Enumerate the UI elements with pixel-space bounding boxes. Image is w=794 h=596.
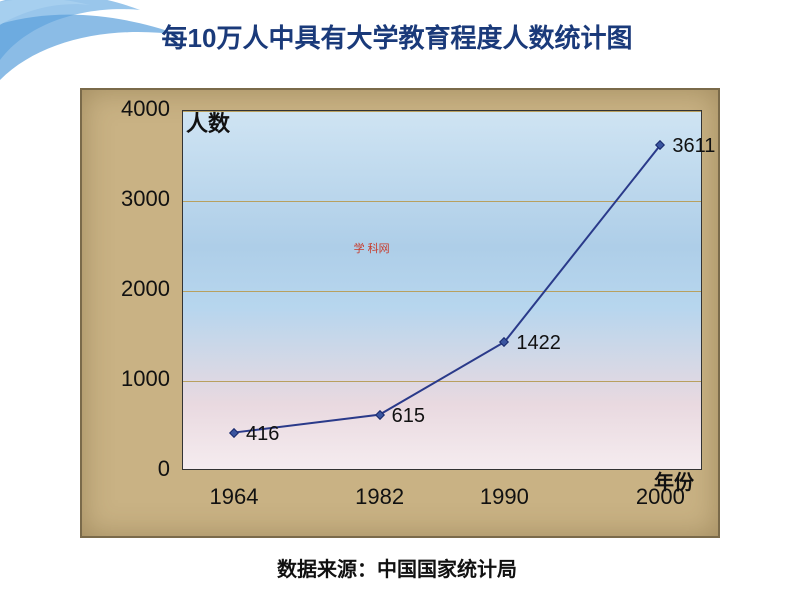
y-tick-label: 3000 <box>100 186 170 212</box>
gridline <box>183 291 701 292</box>
data-label: 1422 <box>516 332 561 355</box>
chart-frame: 01000200030004000人数1964198219902000年份416… <box>80 88 720 538</box>
x-axis-label: 年份 <box>654 466 694 495</box>
gridline <box>183 381 701 382</box>
x-tick-label: 1990 <box>464 484 544 510</box>
page-title: 每10万人中具有大学教育程度人数统计图 <box>0 18 794 55</box>
gridline <box>183 111 701 112</box>
plot-area <box>182 110 702 470</box>
watermark: 学 科网 <box>354 240 390 256</box>
data-label: 615 <box>392 405 425 428</box>
y-tick-label: 0 <box>100 456 170 482</box>
gridline <box>183 201 701 202</box>
chart-inner: 01000200030004000人数1964198219902000年份416… <box>82 90 718 536</box>
title-text: 每10万人中具有大学教育程度人数统计图 <box>162 23 633 53</box>
x-tick-label: 1964 <box>194 484 274 510</box>
source-text: 数据来源：中国国家统计局 <box>277 559 517 581</box>
data-source: 数据来源：中国国家统计局 <box>0 553 794 582</box>
x-tick-label: 1982 <box>340 484 420 510</box>
data-label: 3611 <box>672 135 715 158</box>
y-axis-label: 人数 <box>186 106 230 138</box>
y-tick-label: 4000 <box>100 96 170 122</box>
data-label: 416 <box>246 423 279 446</box>
y-tick-label: 1000 <box>100 366 170 392</box>
y-tick-label: 2000 <box>100 276 170 302</box>
